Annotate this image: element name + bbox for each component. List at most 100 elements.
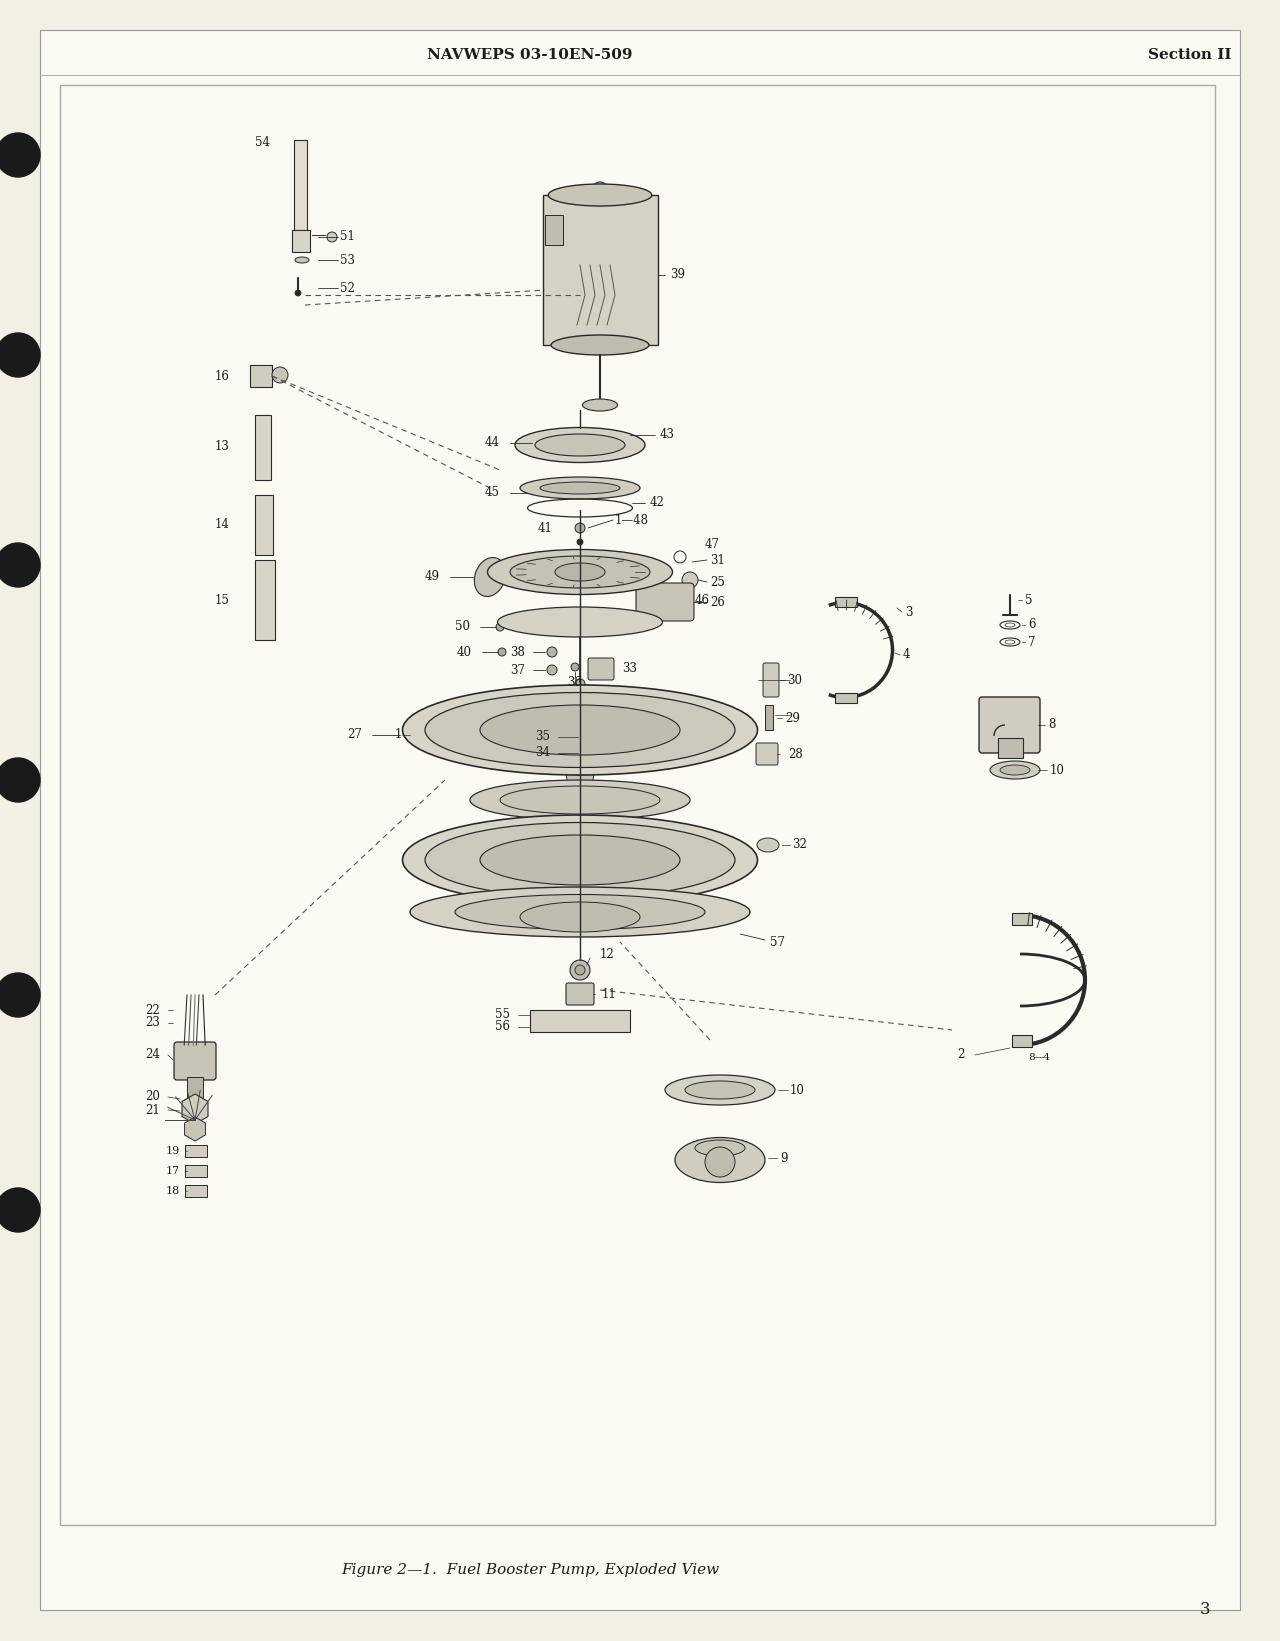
- Circle shape: [575, 679, 585, 689]
- Circle shape: [497, 624, 504, 632]
- Circle shape: [682, 573, 698, 587]
- Text: 20: 20: [145, 1091, 160, 1103]
- Circle shape: [294, 290, 301, 295]
- Text: 17: 17: [166, 1167, 180, 1177]
- Ellipse shape: [675, 1137, 765, 1183]
- Circle shape: [416, 858, 425, 868]
- Text: 44: 44: [485, 437, 500, 450]
- Circle shape: [543, 907, 567, 932]
- Text: 43: 43: [660, 428, 675, 441]
- Text: 2: 2: [957, 1049, 965, 1062]
- Ellipse shape: [552, 335, 649, 354]
- Circle shape: [675, 824, 684, 834]
- Circle shape: [521, 763, 530, 771]
- Text: 26: 26: [710, 596, 724, 609]
- Text: 36: 36: [567, 676, 582, 689]
- Bar: [255, 415, 271, 481]
- Text: Figure 2—1.  Fuel Booster Pump, Exploded View: Figure 2—1. Fuel Booster Pump, Exploded …: [340, 1562, 719, 1577]
- Bar: [1012, 1035, 1032, 1047]
- Ellipse shape: [695, 1140, 745, 1155]
- Circle shape: [521, 893, 530, 903]
- Text: 32: 32: [792, 839, 806, 852]
- Circle shape: [640, 761, 649, 771]
- Text: 10: 10: [1050, 763, 1065, 776]
- Text: 41: 41: [538, 522, 552, 535]
- FancyBboxPatch shape: [174, 1042, 216, 1080]
- Bar: [998, 738, 1023, 758]
- Ellipse shape: [454, 894, 705, 929]
- Ellipse shape: [475, 558, 506, 596]
- Text: 56: 56: [495, 1021, 509, 1034]
- Text: 12: 12: [600, 948, 614, 962]
- Circle shape: [431, 873, 440, 881]
- Circle shape: [591, 182, 608, 199]
- FancyBboxPatch shape: [636, 583, 694, 620]
- Text: 4: 4: [902, 648, 910, 661]
- Circle shape: [416, 729, 425, 737]
- Text: 22: 22: [145, 1004, 160, 1016]
- Ellipse shape: [500, 786, 660, 814]
- Circle shape: [326, 231, 337, 241]
- Bar: [568, 437, 591, 453]
- Text: 7: 7: [1028, 635, 1036, 648]
- Text: 39: 39: [669, 269, 685, 282]
- Circle shape: [571, 663, 579, 671]
- Ellipse shape: [493, 730, 548, 760]
- Ellipse shape: [613, 730, 667, 760]
- Text: NAVWEPS 03-10EN-509: NAVWEPS 03-10EN-509: [428, 48, 632, 62]
- Text: 46: 46: [695, 594, 710, 607]
- Bar: [294, 139, 307, 230]
- FancyBboxPatch shape: [588, 658, 614, 679]
- Bar: [530, 1009, 630, 1032]
- Circle shape: [498, 648, 506, 656]
- Text: 5: 5: [1025, 594, 1033, 607]
- Circle shape: [579, 730, 591, 743]
- Text: 8: 8: [1048, 719, 1056, 732]
- Ellipse shape: [520, 478, 640, 499]
- FancyBboxPatch shape: [756, 743, 778, 765]
- Text: 40: 40: [457, 645, 472, 658]
- Text: 42: 42: [650, 497, 664, 509]
- Ellipse shape: [582, 399, 617, 410]
- Text: 23: 23: [145, 1016, 160, 1029]
- Circle shape: [575, 523, 585, 533]
- Text: 3: 3: [1199, 1602, 1211, 1618]
- Bar: [255, 560, 275, 640]
- Text: 16: 16: [215, 369, 230, 382]
- Bar: [186, 1185, 207, 1196]
- Circle shape: [534, 440, 541, 446]
- Text: 25: 25: [710, 576, 724, 589]
- Ellipse shape: [488, 550, 672, 594]
- Ellipse shape: [410, 888, 750, 937]
- Ellipse shape: [566, 693, 594, 748]
- Text: 1—48: 1—48: [614, 514, 649, 527]
- Text: —4: —4: [1034, 1054, 1051, 1062]
- Ellipse shape: [756, 839, 780, 852]
- Circle shape: [559, 816, 568, 825]
- Text: 50: 50: [454, 620, 470, 633]
- Ellipse shape: [1000, 765, 1030, 775]
- Circle shape: [620, 688, 628, 696]
- Text: 21: 21: [145, 1103, 160, 1116]
- Circle shape: [500, 820, 509, 829]
- Circle shape: [0, 1188, 40, 1232]
- FancyBboxPatch shape: [979, 697, 1039, 753]
- Bar: [545, 215, 563, 245]
- Bar: [765, 706, 773, 730]
- Text: 49: 49: [425, 571, 440, 584]
- Bar: [543, 195, 658, 345]
- Text: 18: 18: [165, 1186, 180, 1196]
- Bar: [186, 1145, 207, 1157]
- FancyBboxPatch shape: [763, 663, 780, 697]
- Text: 15: 15: [215, 594, 230, 607]
- Circle shape: [580, 748, 590, 758]
- Text: 38: 38: [511, 645, 525, 658]
- Bar: [835, 693, 858, 702]
- Text: 53: 53: [340, 253, 355, 266]
- Ellipse shape: [509, 556, 650, 587]
- Ellipse shape: [480, 835, 680, 884]
- Circle shape: [714, 835, 723, 845]
- Circle shape: [0, 333, 40, 377]
- Text: 13: 13: [215, 440, 230, 453]
- Ellipse shape: [540, 482, 620, 494]
